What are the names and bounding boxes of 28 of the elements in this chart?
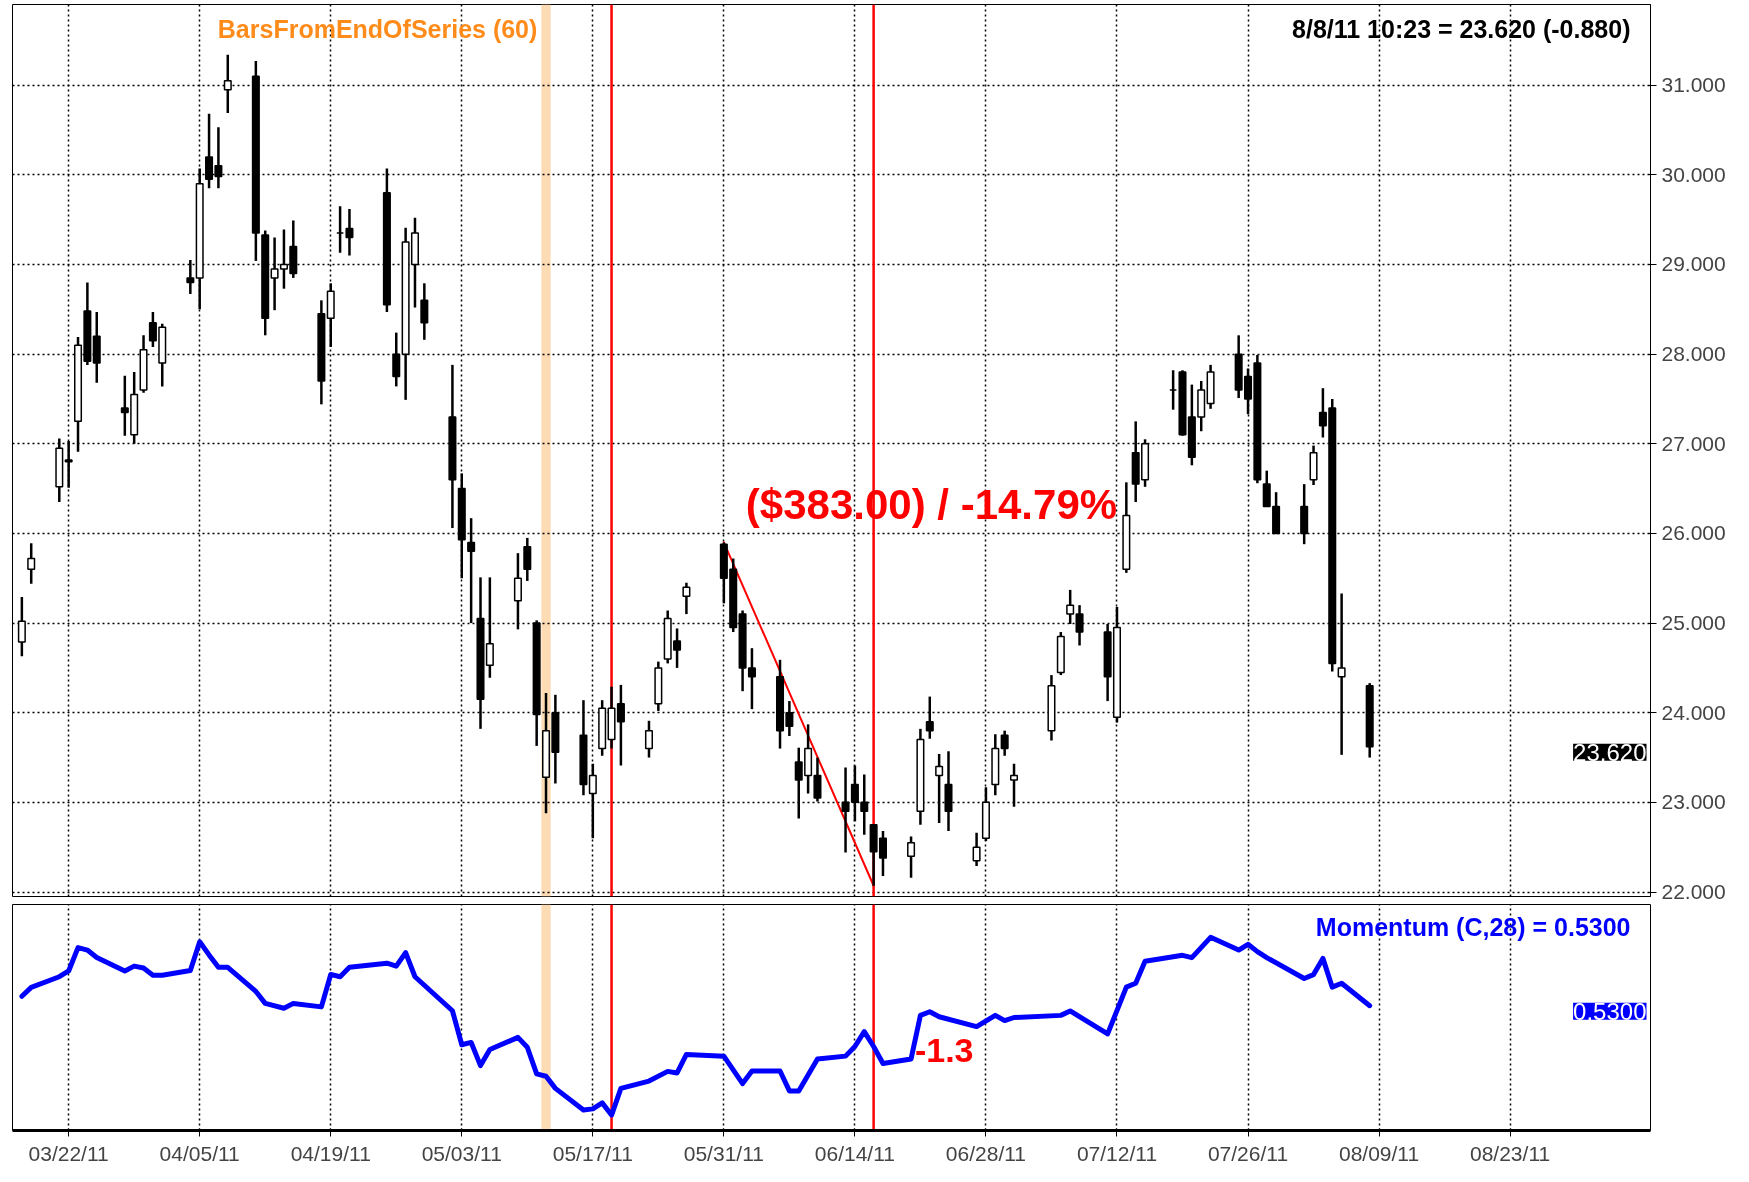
y-tick-label: 27.000 <box>1661 431 1726 455</box>
x-tick-label: 06/14/11 <box>814 1141 895 1165</box>
y-tick-label: 22.000 <box>1661 880 1726 904</box>
y-tick-label: 25.000 <box>1661 611 1726 635</box>
x-tick-label: 04/05/11 <box>159 1141 240 1165</box>
x-tick-label: 05/31/11 <box>683 1141 764 1165</box>
y-tick-label: 24.000 <box>1661 700 1726 724</box>
annotation: 23.620 <box>1573 738 1647 766</box>
chart-title: 8/8/11 10:23 = 23.620 (-0.880) <box>1292 14 1631 43</box>
y-tick-label: 29.000 <box>1661 252 1726 276</box>
x-tick-label: 07/26/11 <box>1207 1141 1289 1165</box>
y-tick-label: 23.000 <box>1661 790 1726 814</box>
x-tick-label: 03/22/11 <box>28 1141 109 1165</box>
annotation: -1.3 <box>914 1031 974 1070</box>
x-tick-label: 04/19/11 <box>290 1141 371 1165</box>
band-label: BarsFromEndOfSeries (60) <box>217 14 538 43</box>
x-tick-label: 07/12/11 <box>1076 1141 1158 1165</box>
y-tick-label: 30.000 <box>1661 162 1726 186</box>
y-tick-label: 26.000 <box>1661 521 1726 545</box>
series-label: Momentum (C,28) = 0.5300 <box>1315 912 1631 941</box>
annotation: 0.5300 <box>1573 997 1647 1025</box>
x-tick-label: 08/09/11 <box>1338 1141 1420 1165</box>
y-tick-label: 28.000 <box>1661 342 1726 366</box>
x-tick-label: 05/17/11 <box>552 1141 633 1165</box>
x-tick-label: 06/28/11 <box>945 1141 1027 1165</box>
x-tick-label: 08/23/11 <box>1470 1141 1551 1165</box>
x-tick-label: 05/03/11 <box>421 1141 502 1165</box>
y-tick-label: 31.000 <box>1661 73 1726 97</box>
